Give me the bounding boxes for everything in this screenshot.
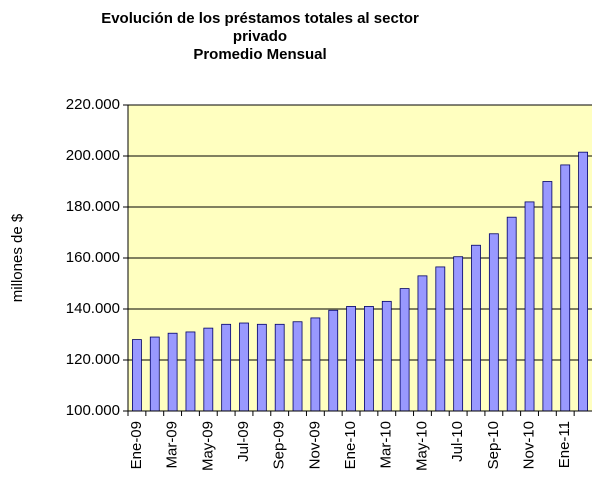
x-tick-label: Nov-10 — [521, 421, 538, 469]
bar — [578, 151, 588, 412]
y-tick-label: 140.000 — [66, 300, 120, 317]
y-axis-label: millones de $ — [9, 213, 26, 302]
bar — [310, 317, 321, 412]
bar — [542, 181, 553, 412]
bar — [167, 332, 178, 412]
bar — [256, 323, 267, 412]
x-tick-label: May-09 — [199, 421, 216, 471]
y-tick-label: 100.000 — [66, 402, 120, 419]
x-tick-label: Jul-10 — [449, 421, 466, 462]
bar — [328, 309, 339, 412]
x-tick-label: Ene-10 — [342, 421, 359, 469]
bar — [417, 275, 428, 412]
bar — [471, 244, 481, 412]
bar — [292, 321, 303, 412]
y-tick-label: 200.000 — [66, 147, 120, 164]
bar — [132, 339, 142, 412]
x-tick-label: Mar-10 — [378, 421, 395, 469]
bar — [149, 336, 160, 412]
bar — [346, 306, 356, 412]
bar — [560, 164, 571, 412]
bar — [506, 216, 517, 412]
title-block: Evolución de los préstamos totales al se… — [80, 10, 440, 64]
bar — [453, 256, 464, 412]
y-tick-label: 220.000 — [66, 96, 120, 113]
x-tick-label: Ene-11 — [556, 421, 573, 468]
bar — [381, 300, 392, 412]
y-tick-label: 160.000 — [66, 249, 120, 266]
bar — [274, 323, 285, 412]
bar — [239, 322, 249, 412]
bar — [399, 288, 410, 412]
bar — [435, 266, 446, 412]
bar — [221, 323, 232, 412]
x-tick-label: Sep-09 — [271, 421, 288, 469]
bar — [488, 233, 499, 412]
x-tick-label: Sep-10 — [485, 421, 502, 469]
x-tick-label: Mar-09 — [164, 421, 181, 469]
bar — [524, 201, 535, 412]
x-tick-label: Nov-09 — [306, 421, 323, 469]
y-tick-label: 120.000 — [66, 351, 120, 368]
bar — [185, 331, 196, 412]
y-tick-label: 180.000 — [66, 198, 120, 215]
x-tick-label: Jul-09 — [235, 421, 252, 462]
bar — [203, 327, 214, 412]
x-tick-label: May-10 — [413, 421, 430, 471]
chart-subtitle: Promedio Mensual — [193, 46, 327, 63]
x-tick-label: Ene-09 — [128, 421, 145, 469]
chart-title: Evolución de los préstamos totales al se… — [101, 10, 419, 45]
bar — [364, 306, 374, 412]
